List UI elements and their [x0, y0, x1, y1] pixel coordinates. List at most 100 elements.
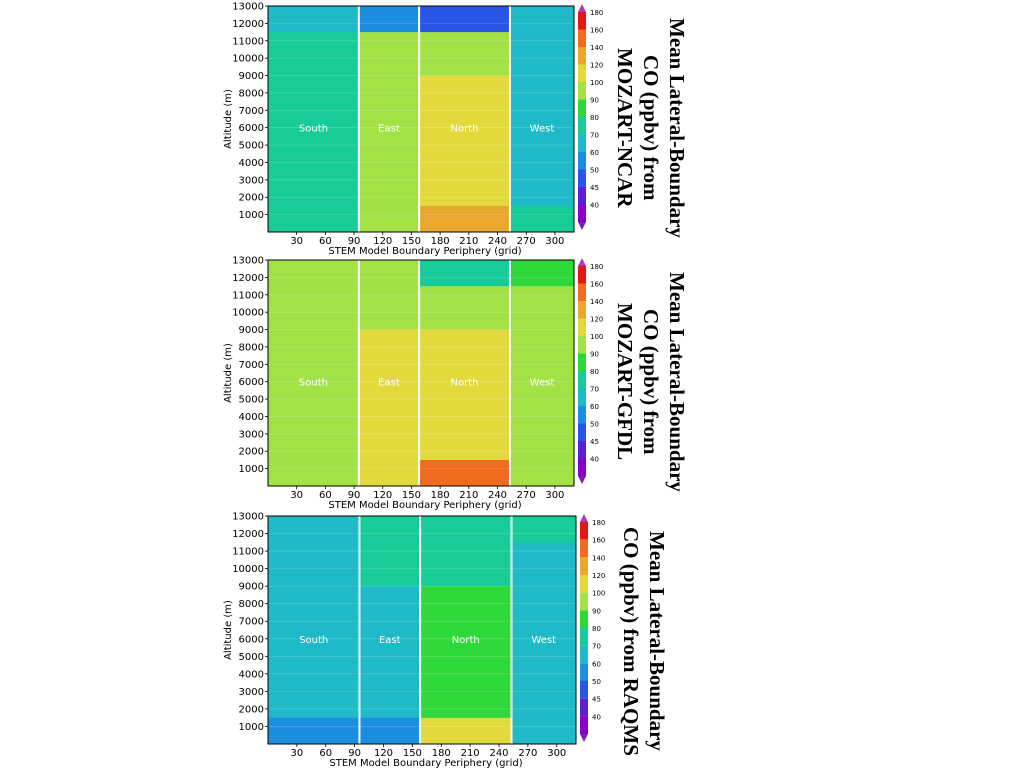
- region-east-upper-band: [359, 542, 421, 587]
- y-tick-label: 10000: [232, 54, 264, 65]
- colorbar-label: 50: [590, 421, 599, 429]
- colorbar-label: 70: [590, 132, 599, 140]
- region-label-north: North: [451, 124, 479, 135]
- y-tick-label: 7000: [239, 360, 264, 371]
- colorbar-label: 140: [592, 554, 605, 562]
- colorbar-label: 40: [590, 202, 599, 210]
- region-north-surface-band: [420, 717, 512, 744]
- y-tick-label: 1000: [239, 722, 264, 733]
- colorbar-segment: [578, 353, 586, 371]
- colorbar-segment: [580, 557, 588, 575]
- colorbar-segment: [578, 441, 586, 459]
- colorbar-label: 45: [592, 696, 601, 704]
- y-tick-label: 5000: [239, 141, 264, 152]
- region-east-mid-band: [359, 586, 421, 718]
- colorbar-label: 60: [592, 660, 601, 668]
- region-west-top-band: [509, 6, 574, 33]
- region-east-surface-band: [358, 459, 420, 486]
- colorbar-segment: [578, 12, 586, 30]
- panel-1-title: Mean Lateral-Boundary CO (ppbv) from MOZ…: [613, 18, 689, 238]
- colorbar-segment: [578, 458, 586, 476]
- x-tick-label: 90: [348, 748, 361, 759]
- x-tick-label: 150: [402, 490, 421, 501]
- y-tick-label: 1000: [239, 210, 264, 221]
- x-tick-label: 120: [373, 490, 392, 501]
- region-south-mid-band: [268, 586, 360, 718]
- y-tick-label: 9000: [239, 582, 264, 593]
- region-east-top-band: [358, 6, 420, 33]
- colorbar-label: 180: [592, 519, 605, 527]
- y-tick-label: 3000: [239, 175, 264, 186]
- region-north-mid-band: [419, 75, 510, 206]
- colorbar-label: 140: [590, 298, 603, 306]
- colorbar-segment: [578, 423, 586, 441]
- region-south-upper-band: [268, 542, 360, 587]
- y-tick-label: 11000: [232, 547, 264, 558]
- region-west-surface-band: [509, 205, 574, 232]
- y-tick-label: 9000: [239, 71, 264, 82]
- region-north-upper-band: [419, 286, 510, 330]
- colorbar-segment: [578, 117, 586, 135]
- y-tick-label: 11000: [232, 290, 264, 301]
- region-south-surface-band: [268, 459, 359, 486]
- y-tick-label: 4000: [239, 412, 264, 423]
- region-south-surface-band: [268, 205, 359, 232]
- region-label-east: East: [379, 635, 401, 646]
- y-tick-label: 12000: [232, 273, 264, 284]
- region-north-mid-band: [420, 586, 512, 718]
- x-tick-label: 120: [374, 748, 393, 759]
- y-tick-label: 2000: [239, 193, 264, 204]
- x-tick-label: 180: [432, 748, 451, 759]
- region-label-east: East: [378, 378, 400, 389]
- colorbar-segment: [580, 610, 588, 628]
- x-tick-label: 270: [518, 748, 537, 759]
- region-north-top-band: [419, 260, 510, 287]
- region-north-upper-band: [420, 542, 512, 587]
- colorbar-top-arrow: [580, 514, 588, 522]
- colorbar-label: 90: [590, 97, 599, 105]
- x-tick-label: 30: [291, 748, 304, 759]
- x-tick-label: 30: [290, 490, 303, 501]
- region-label-south: South: [299, 635, 328, 646]
- region-east-top-band: [359, 516, 421, 543]
- colorbar-label: 40: [590, 456, 599, 464]
- colorbar-label: 180: [590, 263, 603, 271]
- y-tick-label: 9000: [239, 325, 264, 336]
- x-tick-label: 270: [517, 490, 536, 501]
- colorbar-bottom-arrow: [578, 476, 586, 484]
- y-tick-label: 10000: [232, 564, 264, 575]
- region-west-mid-band: [509, 329, 574, 460]
- x-tick-label: 60: [319, 490, 332, 501]
- region-north-top-band: [420, 516, 512, 543]
- colorbar-segment: [578, 29, 586, 47]
- y-tick-label: 6000: [239, 634, 264, 645]
- colorbar-label: 60: [590, 149, 599, 157]
- y-tick-label: 6000: [239, 377, 264, 388]
- x-tick-label: 210: [459, 490, 478, 501]
- region-south-mid-band: [268, 75, 359, 206]
- colorbar-label: 45: [590, 438, 599, 446]
- x-axis-label: STEM Model Boundary Periphery (grid): [328, 500, 521, 511]
- region-south-top-band: [268, 6, 359, 33]
- panel-3: South East North West 1000 2000 3000 4000 5000 60…: [223, 512, 605, 768]
- x-axis-label: STEM Model Boundary Periphery (grid): [329, 758, 522, 768]
- colorbar-label: 100: [590, 79, 603, 87]
- region-label-north: North: [452, 635, 480, 646]
- colorbar-segment: [578, 301, 586, 319]
- colorbar-label: 160: [592, 537, 605, 545]
- region-label-south: South: [299, 378, 328, 389]
- colorbar-bottom-arrow: [580, 734, 588, 742]
- y-tick-label: 13000: [232, 256, 264, 267]
- y-tick-label: 5000: [239, 652, 264, 663]
- colorbar-segment: [578, 47, 586, 65]
- region-label-east: East: [378, 124, 400, 135]
- colorbar-segment: [578, 371, 586, 389]
- region-label-north: North: [451, 378, 479, 389]
- y-tick-label: 2000: [239, 447, 264, 458]
- y-tick-label: 3000: [239, 687, 264, 698]
- colorbar-label: 120: [592, 572, 605, 580]
- colorbar-bottom-arrow: [578, 222, 586, 230]
- region-east-surface-band: [358, 205, 420, 232]
- x-tick-label: 210: [461, 748, 480, 759]
- colorbar-segment: [578, 99, 586, 117]
